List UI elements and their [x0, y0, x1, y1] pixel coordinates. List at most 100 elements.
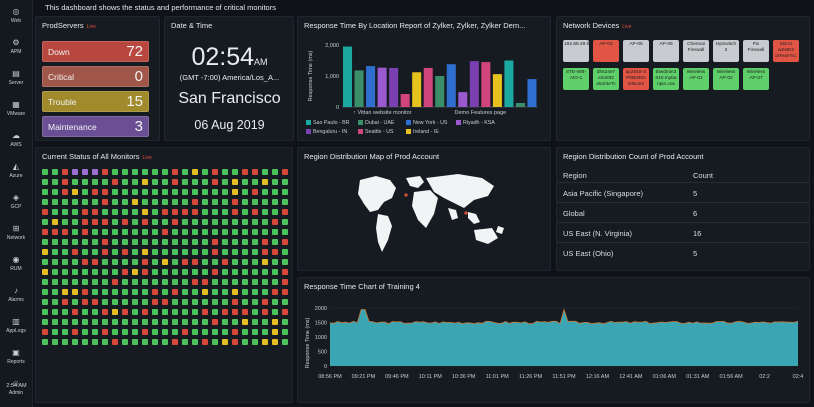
monitor-status-cell[interactable]: [242, 319, 248, 325]
monitor-status-cell[interactable]: [242, 209, 248, 215]
monitor-status-cell[interactable]: [232, 179, 238, 185]
monitor-status-cell[interactable]: [122, 299, 128, 305]
monitor-status-cell[interactable]: [42, 319, 48, 325]
monitor-status-cell[interactable]: [272, 309, 278, 315]
monitor-status-cell[interactable]: [252, 169, 258, 175]
monitor-status-cell[interactable]: [132, 169, 138, 175]
monitor-status-cell[interactable]: [282, 209, 288, 215]
monitor-status-cell[interactable]: [112, 269, 118, 275]
monitor-status-cell[interactable]: [82, 239, 88, 245]
monitor-status-cell[interactable]: [162, 309, 168, 315]
monitor-status-cell[interactable]: [52, 189, 58, 195]
monitor-status-cell[interactable]: [172, 209, 178, 215]
monitor-status-cell[interactable]: [202, 319, 208, 325]
monitor-status-cell[interactable]: [222, 249, 228, 255]
monitor-status-cell[interactable]: [62, 169, 68, 175]
monitor-status-cell[interactable]: [232, 309, 238, 315]
monitor-status-cell[interactable]: [162, 299, 168, 305]
monitor-status-cell[interactable]: [222, 269, 228, 275]
monitor-status-cell[interactable]: [102, 219, 108, 225]
monitor-status-cell[interactable]: [182, 299, 188, 305]
network-device-tile[interactable]: 192.68.49.0: [563, 40, 589, 62]
monitor-status-cell[interactable]: [142, 219, 148, 225]
monitor-status-cell[interactable]: [162, 209, 168, 215]
monitor-status-cell[interactable]: [282, 189, 288, 195]
monitor-status-cell[interactable]: [252, 229, 258, 235]
monitor-status-cell[interactable]: [182, 279, 188, 285]
legend-item[interactable]: Riyadh - KSA: [456, 120, 495, 126]
monitor-status-cell[interactable]: [152, 259, 158, 265]
network-device-tile[interactable]: Pix Firewall: [743, 40, 769, 62]
monitor-status-cell[interactable]: [252, 299, 258, 305]
monitor-status-cell[interactable]: [42, 299, 48, 305]
monitor-status-cell[interactable]: [142, 299, 148, 305]
monitor-status-cell[interactable]: [262, 259, 268, 265]
monitor-status-cell[interactable]: [212, 179, 218, 185]
monitor-status-cell[interactable]: [82, 269, 88, 275]
monitor-status-cell[interactable]: [162, 289, 168, 295]
monitor-status-cell[interactable]: [162, 179, 168, 185]
network-device-tile[interactable]: s3eJ1 w2xBr2 iaTe4eTcc: [773, 40, 799, 62]
monitor-status-cell[interactable]: [282, 329, 288, 335]
monitor-status-cell[interactable]: [82, 319, 88, 325]
monitor-status-cell[interactable]: [72, 259, 78, 265]
monitor-status-cell[interactable]: [222, 329, 228, 335]
monitor-status-cell[interactable]: [112, 209, 118, 215]
monitor-status-cell[interactable]: [242, 249, 248, 255]
monitor-status-cell[interactable]: [162, 279, 168, 285]
monitor-status-cell[interactable]: [72, 269, 78, 275]
monitor-status-cell[interactable]: [282, 179, 288, 185]
monitor-status-cell[interactable]: [172, 169, 178, 175]
monitor-status-cell[interactable]: [72, 299, 78, 305]
monitor-status-cell[interactable]: [172, 219, 178, 225]
monitor-status-cell[interactable]: [82, 339, 88, 345]
monitor-status-cell[interactable]: [122, 319, 128, 325]
monitor-status-cell[interactable]: [62, 329, 68, 335]
monitor-status-cell[interactable]: [62, 179, 68, 185]
monitor-status-cell[interactable]: [272, 319, 278, 325]
monitor-status-cell[interactable]: [272, 259, 278, 265]
network-device-tile[interactable]: STE-WB-AIO-1: [563, 68, 589, 90]
monitor-status-cell[interactable]: [242, 179, 248, 185]
monitor-status-cell[interactable]: [52, 219, 58, 225]
monitor-status-cell[interactable]: [152, 309, 158, 315]
monitor-status-cell[interactable]: [282, 249, 288, 255]
monitor-status-cell[interactable]: [132, 239, 138, 245]
sidebar-item-admin[interactable]: ☺ Admin: [0, 372, 32, 403]
monitor-status-cell[interactable]: [92, 169, 98, 175]
monitor-status-cell[interactable]: [202, 269, 208, 275]
monitor-status-cell[interactable]: [222, 199, 228, 205]
monitor-status-cell[interactable]: [172, 259, 178, 265]
monitor-status-cell[interactable]: [42, 279, 48, 285]
monitor-status-cell[interactable]: [242, 199, 248, 205]
monitor-status-cell[interactable]: [122, 219, 128, 225]
monitor-status-cell[interactable]: [252, 179, 258, 185]
monitor-status-cell[interactable]: [242, 169, 248, 175]
monitor-status-cell[interactable]: [222, 319, 228, 325]
monitor-status-cell[interactable]: [102, 179, 108, 185]
monitor-status-cell[interactable]: [252, 219, 258, 225]
network-device-tile[interactable]: AP-03: [593, 40, 619, 62]
monitor-status-cell[interactable]: [102, 229, 108, 235]
monitor-status-cell[interactable]: [212, 319, 218, 325]
monitor-status-cell[interactable]: [202, 299, 208, 305]
monitor-status-cell[interactable]: [62, 239, 68, 245]
legend-item[interactable]: Dubai - UAE: [358, 120, 394, 126]
monitor-status-cell[interactable]: [162, 319, 168, 325]
monitor-status-cell[interactable]: [202, 199, 208, 205]
monitor-status-cell[interactable]: [42, 219, 48, 225]
monitor-status-cell[interactable]: [42, 269, 48, 275]
monitor-status-cell[interactable]: [72, 289, 78, 295]
monitor-status-cell[interactable]: [232, 169, 238, 175]
network-device-tile[interactable]: Chennai Firewall: [683, 40, 709, 62]
monitor-status-cell[interactable]: [102, 339, 108, 345]
monitor-status-cell[interactable]: [272, 169, 278, 175]
monitor-status-cell[interactable]: [62, 339, 68, 345]
monitor-status-cell[interactable]: [242, 289, 248, 295]
monitor-status-cell[interactable]: [122, 199, 128, 205]
monitor-status-cell[interactable]: [92, 209, 98, 215]
monitor-status-cell[interactable]: [172, 269, 178, 275]
monitor-status-cell[interactable]: [162, 259, 168, 265]
monitor-status-cell[interactable]: [142, 169, 148, 175]
monitor-status-cell[interactable]: [102, 249, 108, 255]
